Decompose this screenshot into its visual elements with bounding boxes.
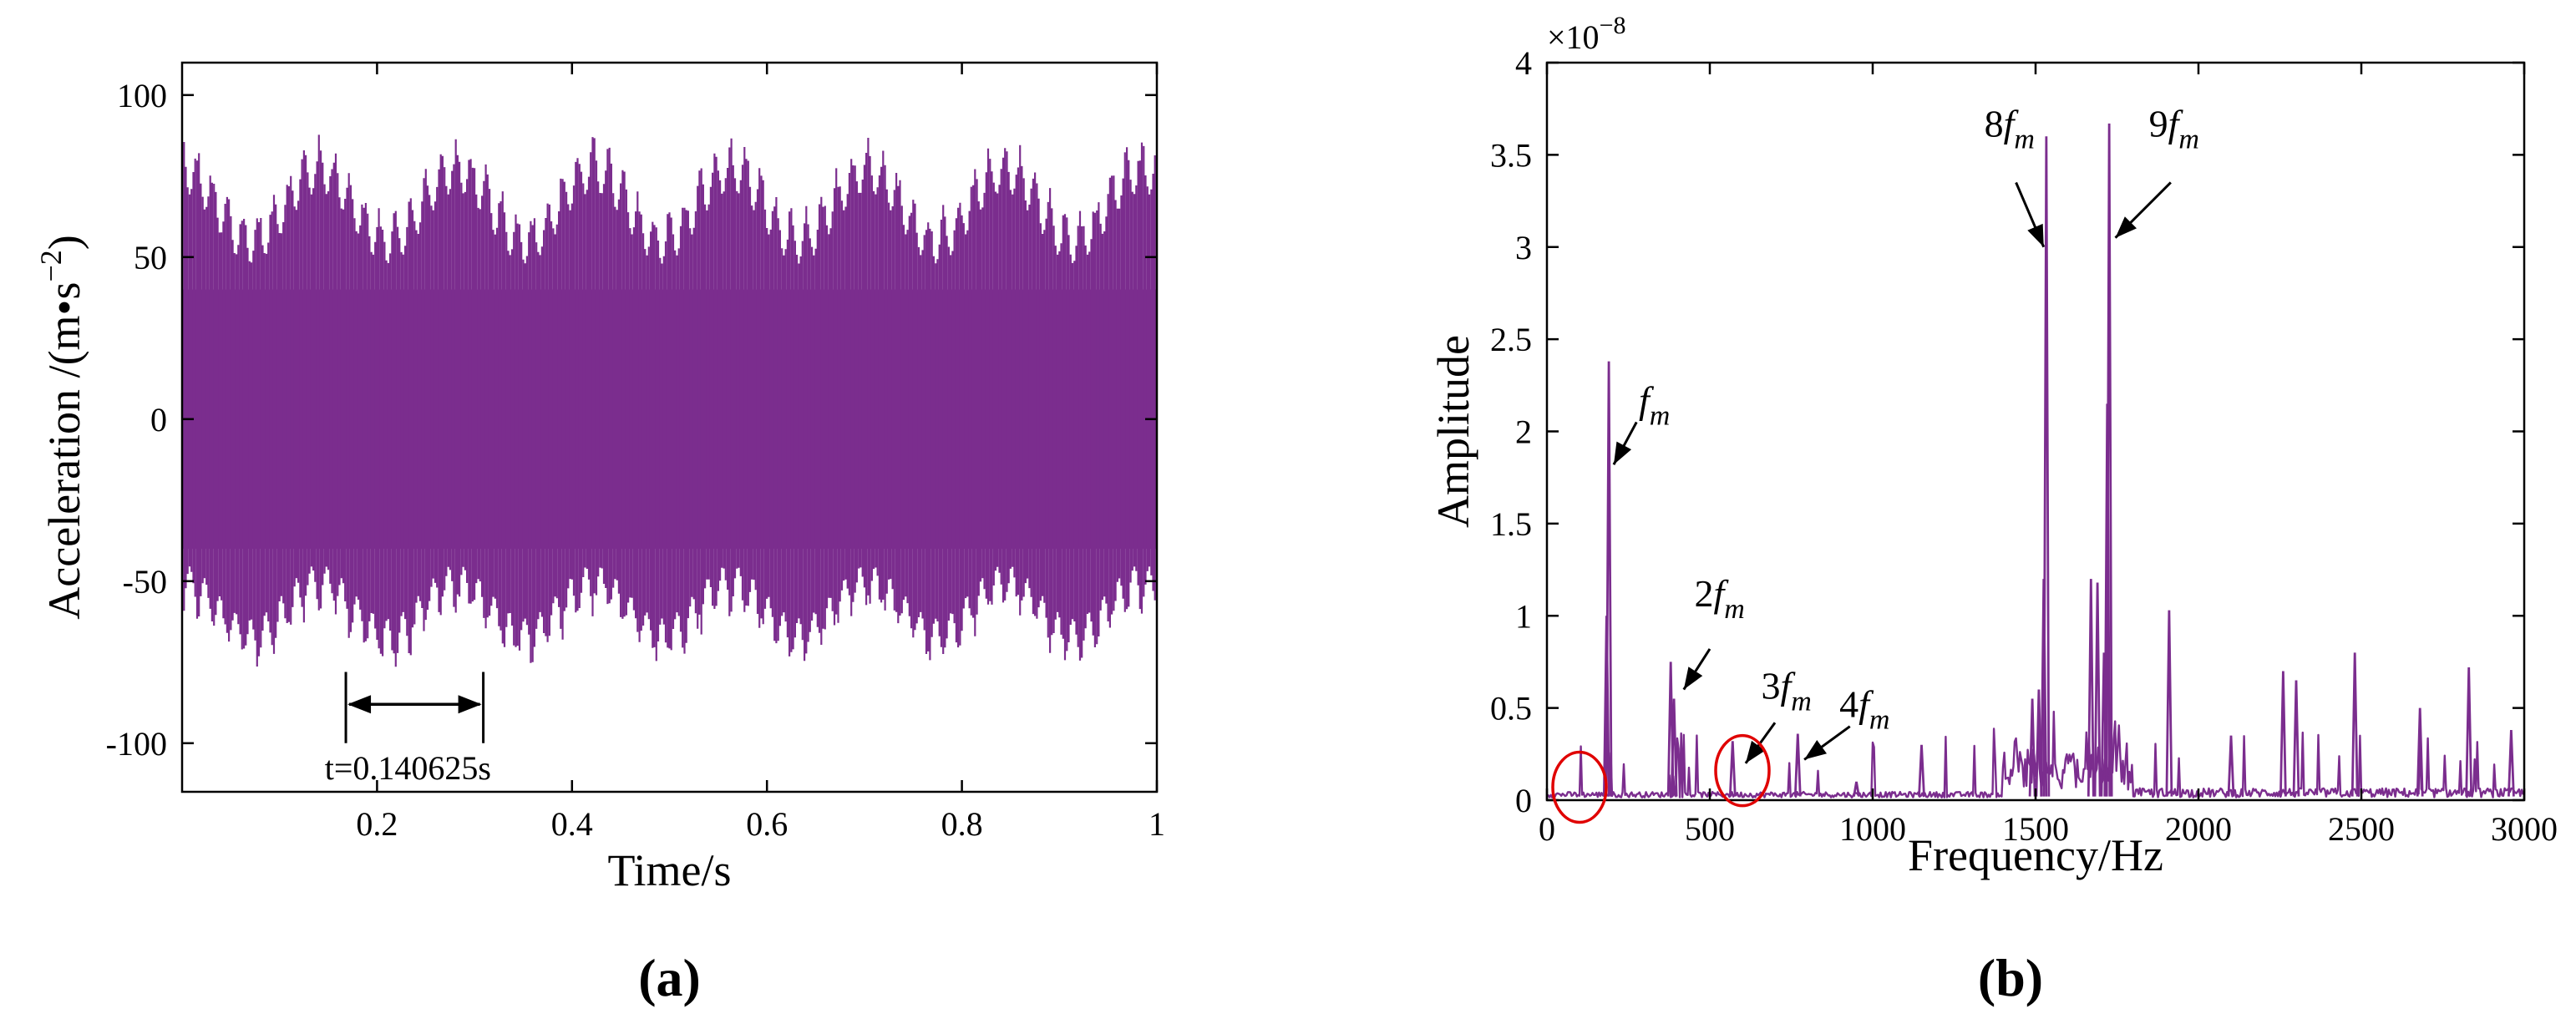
- spectrum-line: [1546, 123, 2526, 798]
- harmonic-arrow-head: [2115, 216, 2137, 238]
- spectrum-peak: [2227, 735, 2235, 797]
- x-tick-label-a: 0.2: [356, 805, 398, 843]
- y-axis-label-a-suffix: ): [39, 235, 89, 250]
- scale-factor: ×10−8: [1547, 12, 1625, 56]
- x-tick-label-b: 0: [1539, 810, 1555, 848]
- red-circle-marker: [1551, 750, 1608, 824]
- spectrum-peak: [2465, 667, 2473, 797]
- x-tick-label-a: 0.8: [941, 805, 983, 843]
- spectrum-peak: [1793, 733, 1802, 797]
- x-tick-label-a: 0.6: [746, 805, 788, 843]
- period-label: t=0.140625s: [325, 749, 491, 787]
- y-tick-label-a: -100: [106, 725, 167, 763]
- harmonic-label: 8fm: [1985, 102, 2035, 155]
- harmonic-arrow-head: [1745, 740, 1766, 763]
- harmonic-arrow-head: [1804, 740, 1828, 760]
- x-tick-label-b: 3000: [2491, 810, 2558, 848]
- harmonic-label: fm: [1639, 378, 1670, 431]
- y-axis-label-a: Acceleration /(m•s−2): [34, 235, 89, 620]
- x-tick-label-a: 0.4: [551, 805, 593, 843]
- y-tick-label-a: 50: [134, 239, 167, 276]
- signal-oscillation: [183, 134, 1156, 667]
- y-tick-label-b: 3.5: [1490, 136, 1532, 174]
- spectrum-peak: [1853, 781, 1860, 797]
- x-axis-label-b: Frequency/Hz: [1908, 830, 2163, 880]
- y-tick-label-b: 2: [1515, 413, 1532, 451]
- x-tick-label-b: 2500: [2328, 810, 2395, 848]
- y-tick-label-b: 3: [1515, 229, 1532, 266]
- ticks-b: 0 500 1000 1500 2000 2500 3000 0 0.5 1 1.5 2 2.5 3 3.5…: [1490, 44, 2558, 848]
- y-tick-label-b: 4: [1515, 44, 1532, 82]
- spectrum-peak: [2508, 730, 2515, 797]
- harmonic-arrow-head: [1613, 441, 1632, 465]
- spectrum-peak: [2350, 652, 2359, 797]
- spectrum-peak: [2105, 123, 2113, 797]
- harmonic-label: 9fm: [2149, 102, 2199, 155]
- x-tick-label-b: 2000: [2165, 810, 2232, 848]
- panel-label-b: (b): [1978, 948, 2043, 1007]
- harmonic-label-sub: m: [1724, 594, 1745, 625]
- harmonic-label: 2fm: [1695, 572, 1745, 625]
- y-tick-label-b: 0: [1515, 782, 1532, 819]
- spectrum-peak: [2165, 610, 2173, 797]
- y-axis-label-b: Amplitude: [1428, 335, 1478, 528]
- x-tick-label-b: 1500: [2002, 810, 2069, 848]
- acceleration-signal: [183, 134, 1156, 667]
- harmonic-arrow-head: [1683, 667, 1703, 690]
- spectrum-peak: [2093, 582, 2102, 797]
- harmonic-label-sub: m: [2014, 124, 2035, 155]
- panel-b: 0 500 1000 1500 2000 2500 3000 0 0.5 1 1.5 2 2.5 3 3.5…: [1428, 12, 2558, 1007]
- harmonic-label-sub: m: [1869, 705, 1890, 736]
- red-circle-marker: [1714, 733, 1771, 808]
- panel-label-a: (a): [638, 948, 701, 1007]
- x-tick-label-a: 1: [1149, 805, 1165, 843]
- spectrum-peak: [2292, 680, 2300, 797]
- harmonic-label-coef: 4: [1839, 683, 1858, 726]
- red-circle-markers: [1551, 733, 1771, 824]
- y-tick-label-a: -50: [123, 563, 167, 601]
- y-tick-label-a: 0: [150, 401, 167, 438]
- harmonic-arrow-head: [2027, 223, 2044, 247]
- x-tick-label-b: 500: [1685, 810, 1735, 848]
- y-tick-label-b: 1.5: [1490, 505, 1532, 543]
- spectrum-peak: [1602, 616, 1610, 797]
- axes-frame-b: [1545, 61, 2526, 802]
- x-tick-label-b: 1000: [1839, 810, 1906, 848]
- scale-factor-base: ×10: [1547, 18, 1600, 56]
- y-tick-label-b: 1: [1515, 597, 1532, 635]
- period-annotation: t=0.140625s: [325, 672, 491, 787]
- harmonic-label-coef: 9: [2149, 102, 2168, 144]
- x-axis-label-a: Time/s: [607, 845, 731, 895]
- y-axis-label-a-exponent: −2: [34, 250, 68, 281]
- spectrum-peak: [2042, 136, 2051, 797]
- y-tick-label-b: 0.5: [1490, 690, 1532, 727]
- spectrum-peak: [2279, 671, 2287, 797]
- spectrum-peak: [2028, 698, 2036, 797]
- spectrum-peak: [1670, 698, 1678, 797]
- spectrum-peak: [1918, 744, 1925, 797]
- harmonic-label-sub: m: [2178, 124, 2199, 155]
- svg-text:Acceleration /(m•s−2): Acceleration /(m•s−2): [34, 235, 89, 620]
- spectrum-peak: [2087, 579, 2095, 797]
- axes-frame-a: [180, 61, 1159, 793]
- harmonic-label-coef: 3: [1761, 665, 1780, 707]
- panel-a: 0.2 0.4 0.6 0.8 1 100 50 0 -50 -100 t=0.140625s T…: [34, 61, 1165, 1007]
- y-tick-label-a: 100: [117, 77, 167, 114]
- spectrum-peak: [2416, 707, 2424, 797]
- harmonic-label-sub: m: [1650, 400, 1671, 431]
- scale-factor-exponent: −8: [1600, 12, 1626, 39]
- y-axis-label-a-text: Acceleration /(m•s: [39, 282, 89, 620]
- period-arrow-head-right: [458, 695, 482, 714]
- y-tick-label-b: 2.5: [1490, 321, 1532, 358]
- harmonic-label-sub: m: [1791, 687, 1812, 717]
- harmonic-label-coef: 2: [1695, 572, 1714, 615]
- ticks-a: 0.2 0.4 0.6 0.8 1 100 50 0 -50 -100: [106, 63, 1165, 843]
- harmonic-label: 3fm: [1761, 665, 1811, 717]
- period-arrow-head-left: [347, 695, 372, 714]
- harmonic-label-coef: 8: [1985, 102, 2004, 144]
- spectrum-peak: [1728, 741, 1737, 797]
